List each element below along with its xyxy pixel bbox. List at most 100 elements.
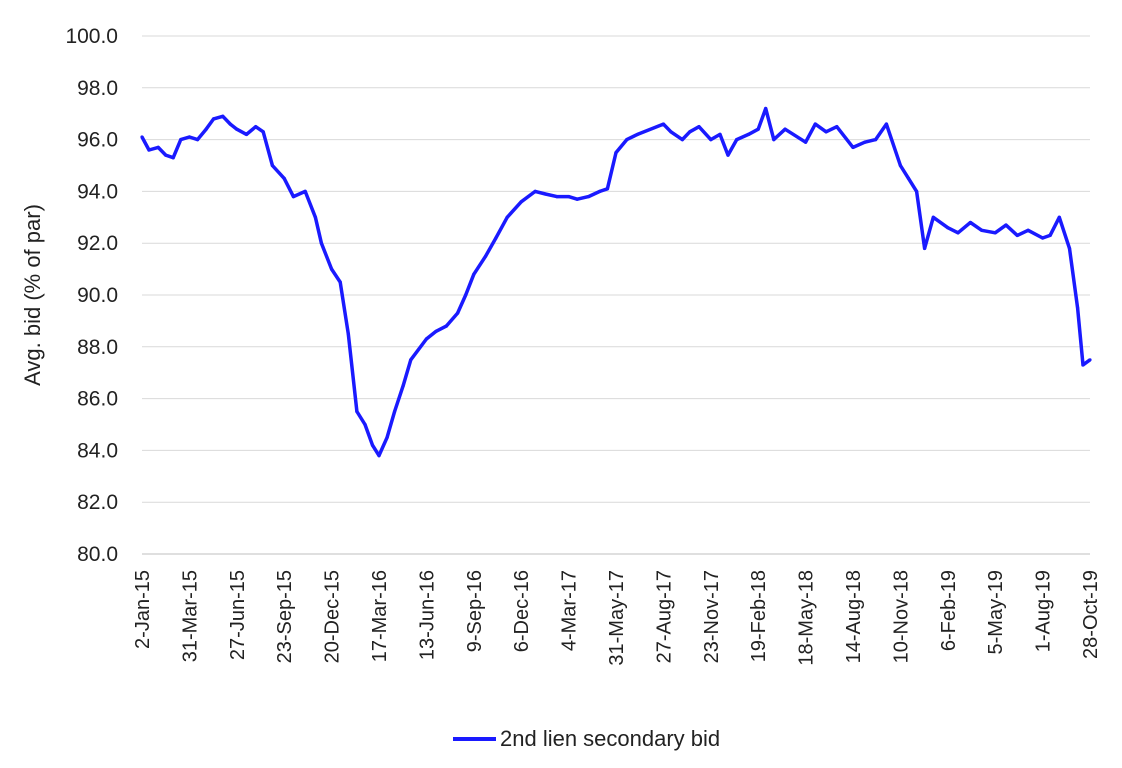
x-tick-label: 9-Sep-16: [464, 570, 486, 652]
data-point: [746, 132, 751, 136]
x-tick-label: 6-Feb-19: [938, 570, 960, 651]
data-point: [330, 267, 334, 271]
data-point: [221, 114, 225, 118]
data-point: [355, 409, 359, 414]
data-point: [697, 125, 701, 129]
gridlines: [142, 35, 1090, 503]
data-point: [346, 332, 350, 336]
data-point: [783, 127, 787, 131]
y-tick-label: 96.0: [77, 129, 118, 152]
y-axis-tick-labels: 80.0 82.0 84.0 86.0 88.0 90.0 92.0 94.0 96.0 98.0…: [65, 25, 118, 566]
data-point: [824, 130, 828, 134]
data-point: [313, 215, 317, 219]
x-tick-label: 27-Aug-17: [653, 570, 675, 663]
data-point: [401, 384, 405, 388]
data-point: [464, 293, 468, 297]
data-point: [472, 272, 476, 276]
data-point: [688, 130, 692, 134]
y-tick-label: 94.0: [77, 180, 118, 203]
y-tick-label: 100.0: [65, 25, 118, 48]
data-point: [968, 220, 973, 225]
y-axis-title: Avg. bid (% of par): [20, 204, 45, 386]
data-point: [424, 337, 428, 341]
data-point: [898, 163, 903, 168]
data-point: [282, 176, 286, 180]
y-tick-label: 84.0: [77, 439, 118, 462]
data-point: [363, 422, 367, 427]
data-point: [575, 197, 579, 201]
data-point: [586, 195, 591, 199]
data-point: [756, 127, 760, 131]
data-point: [254, 125, 258, 129]
series-layer: [140, 106, 1092, 458]
data-point: [635, 132, 640, 136]
x-tick-label: 2-Jan-15: [132, 570, 154, 649]
data-point: [187, 135, 191, 139]
x-tick-label: 4-Mar-17: [559, 570, 581, 651]
data-point: [874, 138, 878, 142]
data-point: [270, 163, 274, 168]
x-tick-label: 1-Aug-19: [1033, 570, 1055, 652]
data-point: [171, 156, 175, 160]
data-point: [598, 189, 602, 193]
data-point: [614, 151, 618, 155]
data-point: [884, 122, 889, 126]
y-tick-label: 92.0: [77, 232, 118, 255]
data-point: [533, 189, 537, 193]
y-tick-label: 86.0: [77, 388, 118, 411]
x-tick-label: 23-Sep-15: [274, 570, 296, 663]
data-point: [863, 140, 867, 144]
x-tick-label: 31-Mar-15: [179, 570, 201, 662]
data-point: [140, 135, 144, 139]
data-point: [1081, 363, 1085, 367]
data-point: [244, 132, 249, 136]
x-tick-label: 14-Aug-18: [843, 570, 865, 663]
data-point: [204, 127, 208, 131]
data-point: [1048, 233, 1052, 237]
data-point: [385, 435, 389, 439]
data-point: [456, 311, 460, 315]
data-point: [377, 454, 381, 458]
data-point: [813, 122, 817, 126]
data-point: [625, 138, 629, 142]
legend: 2nd lien secondary bid: [453, 726, 720, 751]
y-tick-label: 82.0: [77, 491, 118, 514]
data-point: [764, 106, 768, 111]
data-point: [680, 138, 684, 142]
data-point: [179, 138, 183, 142]
data-point: [906, 176, 911, 180]
data-point: [1067, 246, 1072, 250]
data-point: [228, 122, 232, 126]
data-point: [956, 231, 960, 235]
x-tick-label: 5-May-19: [985, 570, 1007, 654]
data-point: [1076, 306, 1080, 310]
data-point: [370, 443, 375, 447]
x-tick-label: 20-Dec-15: [322, 570, 344, 663]
data-point: [923, 246, 927, 250]
y-tick-label: 90.0: [77, 284, 118, 307]
x-tick-label: 28-Oct-19: [1080, 570, 1102, 659]
data-point: [494, 236, 498, 240]
data-point: [772, 138, 776, 142]
data-point: [1057, 215, 1061, 219]
data-point: [303, 189, 307, 193]
y-tick-label: 88.0: [77, 336, 118, 359]
x-tick-label: 27-Jun-15: [227, 570, 249, 660]
x-tick-label: 23-Nov-17: [701, 570, 723, 663]
data-point: [567, 195, 571, 199]
data-point: [851, 145, 855, 149]
data-point: [434, 329, 438, 333]
data-point: [505, 215, 509, 219]
x-axis-tick-labels: 2-Jan-15 31-Mar-15 27-Jun-15 23-Sep-15 20-De…: [132, 570, 1102, 666]
x-tick-label: 13-Jun-16: [416, 570, 438, 660]
data-point: [444, 324, 448, 328]
data-point: [1041, 236, 1045, 240]
data-point: [709, 138, 713, 142]
data-point: [212, 117, 216, 121]
data-point: [669, 130, 673, 134]
data-point: [1026, 228, 1030, 232]
x-tick-label: 31-May-17: [606, 570, 628, 666]
data-point: [980, 228, 984, 232]
series-line: [140, 106, 1092, 458]
data-point: [164, 153, 168, 157]
